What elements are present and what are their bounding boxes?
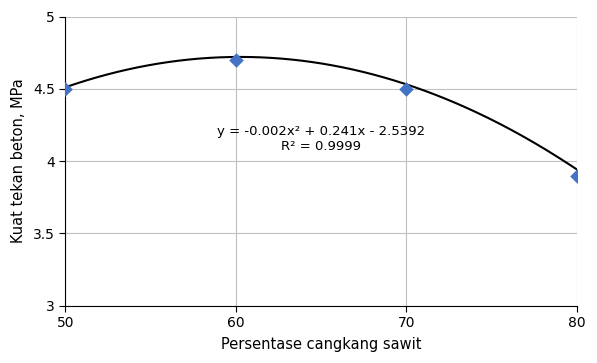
- Text: y = -0.002x² + 0.241x - 2.5392
R² = 0.9999: y = -0.002x² + 0.241x - 2.5392 R² = 0.99…: [217, 125, 425, 154]
- Point: [573, 173, 582, 179]
- Point: [402, 86, 411, 92]
- Y-axis label: Kuat tekan beton, MPa: Kuat tekan beton, MPa: [11, 79, 26, 244]
- X-axis label: Persentase cangkang sawit: Persentase cangkang sawit: [221, 337, 421, 352]
- Point: [231, 57, 241, 63]
- Point: [60, 86, 70, 92]
